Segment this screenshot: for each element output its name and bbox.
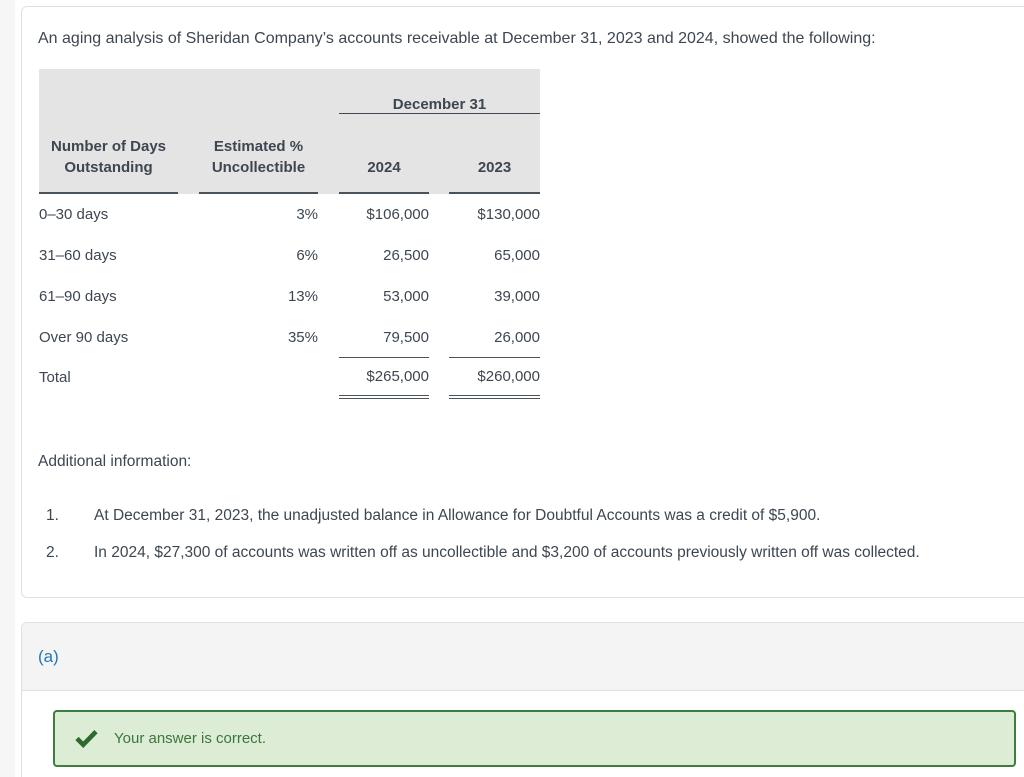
table-row: 31–60 days 6% 26,500 65,000 (39, 235, 540, 276)
answer-correct-alert: Your answer is correct. (53, 710, 1016, 767)
item-number: 1. (46, 507, 59, 524)
alert-message: Your answer is correct. (114, 730, 267, 747)
part-a-body: Your answer is correct. (22, 710, 1024, 767)
problem-statement: An aging analysis of Sheridan Company’s … (38, 30, 876, 47)
item-text: In 2024, $27,300 of accounts was written… (94, 544, 920, 561)
table-header-row: Number of Days Outstanding Estimated % U… (39, 114, 540, 194)
left-gutter (0, 0, 15, 777)
row-pct: 35% (287, 329, 318, 346)
col-header-days-outstanding: Number of Days Outstanding (39, 114, 178, 194)
part-a-card: (a) Your answer is correct. (21, 622, 1024, 777)
row-2024-amount: $106,000 (366, 206, 429, 223)
row-2023-amount: $130,000 (477, 206, 540, 223)
additional-info-item-2: 2. In 2024, $27,300 of accounts was writ… (38, 543, 1024, 563)
row-label: 31–60 days (39, 247, 117, 264)
row-label: Over 90 days (39, 329, 129, 346)
table-spanner-row: December 31 (39, 69, 540, 114)
part-a-link[interactable]: (a) (38, 646, 59, 666)
part-a-header: (a) (22, 623, 1024, 691)
table-row: 61–90 days 13% 53,000 39,000 (39, 276, 540, 317)
row-2024-amount: 79,500 (339, 317, 429, 358)
col-header-2024: 2024 (339, 114, 429, 194)
table-row: Over 90 days 35% 79,500 26,000 (39, 317, 540, 358)
check-icon (75, 729, 98, 748)
problem-card: An aging analysis of Sheridan Company’s … (21, 6, 1024, 598)
aging-analysis-table: December 31 Number of Days Outstanding E… (39, 69, 540, 399)
additional-info-heading: Additional information: (38, 453, 192, 470)
total-2023-amount: $260,000 (449, 358, 540, 399)
row-label: 0–30 days (39, 206, 109, 223)
row-2024-amount: 26,500 (383, 247, 429, 264)
table-row: 0–30 days 3% $106,000 $130,000 (39, 194, 540, 235)
total-2024-amount: $265,000 (339, 358, 429, 399)
item-text: At December 31, 2023, the unadjusted bal… (94, 507, 821, 524)
row-2023-amount: 39,000 (494, 288, 540, 305)
row-pct: 6% (296, 247, 318, 264)
table-total-row: Total $265,000 $260,000 (39, 358, 540, 399)
row-pct: 3% (296, 206, 318, 223)
total-label: Total (39, 368, 71, 386)
col-header-2023: 2023 (449, 114, 540, 194)
row-2023-amount: 65,000 (494, 247, 540, 264)
additional-info-item-1: 1. At December 31, 2023, the unadjusted … (38, 506, 1024, 526)
spanner-december-31: December 31 (339, 69, 540, 114)
row-label: 61–90 days (39, 288, 117, 305)
item-number: 2. (46, 544, 59, 561)
col-header-estimated-uncollectible: Estimated % Uncollectible (199, 114, 318, 194)
row-2023-amount: 26,000 (449, 317, 540, 358)
row-pct: 13% (287, 288, 318, 305)
row-2024-amount: 53,000 (383, 288, 429, 305)
